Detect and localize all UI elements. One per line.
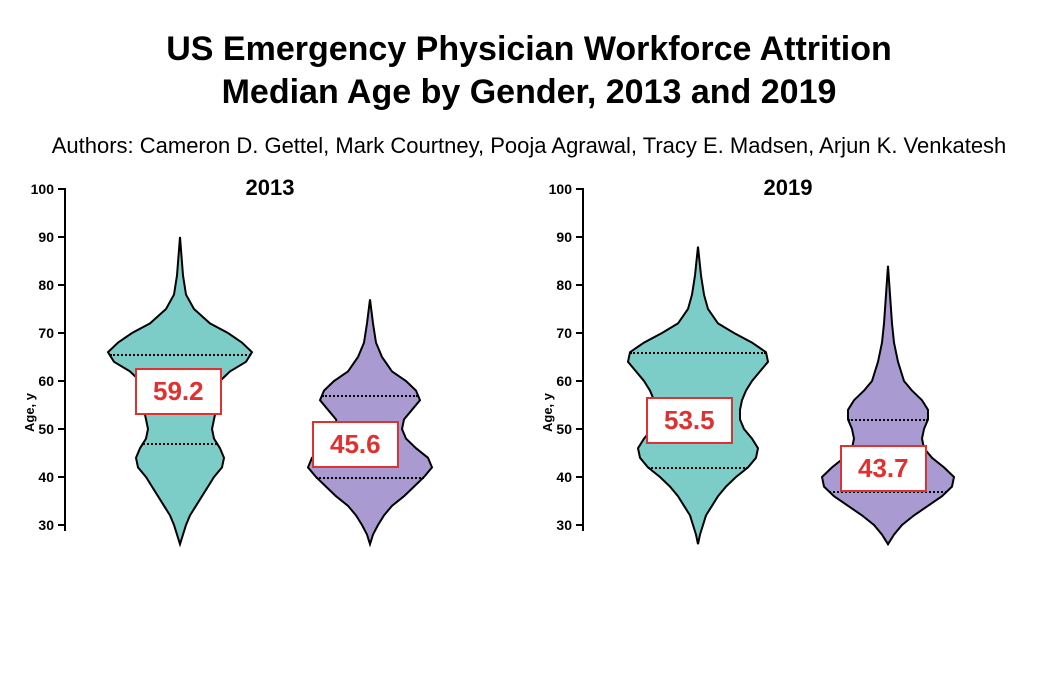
median-value-box: 45.6 xyxy=(312,421,399,468)
charts-container: 201330405060708090100Age, y59.245.6 2019… xyxy=(0,175,1058,545)
panel-2019: 201930405060708090100Age, y53.543.7 xyxy=(538,175,1038,545)
title-line2: Median Age by Gender, 2013 and 2019 xyxy=(0,71,1058,114)
title-line1: US Emergency Physician Workforce Attriti… xyxy=(0,28,1058,71)
quartile-line xyxy=(322,395,418,397)
quartile-line xyxy=(848,419,928,421)
panel-2013: 201330405060708090100Age, y59.245.6 xyxy=(20,175,520,545)
chart-title: US Emergency Physician Workforce Attriti… xyxy=(0,0,1058,113)
median-value-box: 43.7 xyxy=(840,445,927,492)
quartile-line xyxy=(316,477,424,479)
authors-line: Authors: Cameron D. Gettel, Mark Courtne… xyxy=(0,131,1058,161)
